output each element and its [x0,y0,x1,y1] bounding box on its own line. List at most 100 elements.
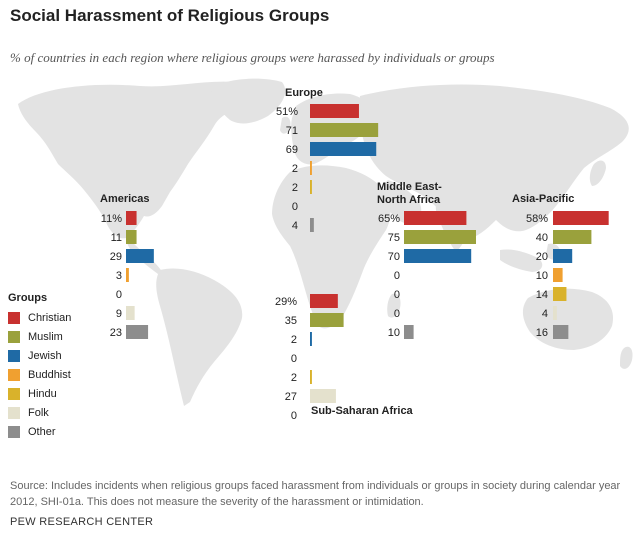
legend-item-other: Other [8,425,56,439]
region-chart-asia-pacific: Asia-Pacific 58% 40 20 10 14 4 16 [512,193,609,339]
bar-jewish [126,249,154,263]
bar-hindu [310,370,312,384]
data-label: 70 [388,251,400,263]
legend-item-christian: Christian [8,311,71,325]
legend-label: Christian [28,312,72,324]
legend-label: Jewish [28,350,62,362]
bar-jewish [404,249,472,263]
bar-christian [126,211,137,225]
data-label: 0 [394,270,400,282]
legend-item-hindu: Hindu [8,387,57,401]
region-title: Americas [100,193,150,205]
data-label: 2 [291,372,297,384]
region-title: Europe [285,87,323,99]
data-label: 2 [292,163,298,175]
bar-folk [310,389,336,403]
data-label: 71 [286,125,298,137]
bar-jewish [553,249,573,263]
region-chart-europe: Europe 51% 71 69 2 2 0 4 [276,87,379,232]
bar-christian [310,294,338,308]
bar-muslim [553,230,592,244]
data-label: 27 [285,391,297,403]
data-label: 2 [291,334,297,346]
data-label: 16 [536,327,548,339]
legend-label: Other [28,426,56,438]
legend-swatch [8,331,20,343]
data-label: 4 [542,308,548,320]
bar-hindu [553,287,567,301]
data-label: 0 [291,410,297,422]
bar-muslim [310,313,344,327]
region-chart-middle-east-north-africa: Middle East-North Africa 65% 75 70 0 0 0 10 [377,181,476,339]
data-label: 4 [292,220,298,232]
data-label: 69 [286,144,298,156]
bar-hindu [310,180,312,194]
data-label: 10 [388,327,400,339]
bar-folk [553,306,557,320]
bar-christian [553,211,609,225]
region-title: Middle East- [377,181,442,193]
chart-subtitle: % of countries in each region where reli… [10,50,495,65]
data-label: 9 [116,308,122,320]
bar-buddhist [553,268,563,282]
legend-swatch [8,350,20,362]
data-label: 10 [536,270,548,282]
legend-item-buddhist: Buddhist [8,368,71,382]
bar-muslim [310,123,379,137]
legend-item-jewish: Jewish [8,349,62,363]
data-label: 40 [536,232,548,244]
legend-swatch [8,426,20,438]
bar-christian [404,211,467,225]
bar-jewish [310,142,377,156]
data-label: 2 [292,182,298,194]
data-label: 29% [275,296,297,308]
data-label: 0 [291,353,297,365]
legend-swatch [8,388,20,400]
region-title: Sub-Saharan Africa [311,405,414,417]
legend-item-folk: Folk [8,406,49,420]
region-title: North Africa [377,194,441,206]
data-label: 20 [536,251,548,263]
data-label: 35 [285,315,297,327]
bar-christian [310,104,359,118]
chart-title: Social Harassment of Religious Groups [10,6,330,25]
data-label: 14 [536,289,548,301]
data-label: 23 [110,327,122,339]
legend-swatch [8,312,20,324]
bar-jewish [310,332,312,346]
legend-item-muslim: Muslim [8,330,63,344]
bar-other [310,218,314,232]
bar-buddhist [310,161,312,175]
region-chart-sub-saharan-africa: Sub-Saharan Africa 29% 35 2 0 2 27 0 [275,294,414,422]
legend-label: Muslim [28,331,63,343]
data-label: 0 [116,289,122,301]
legend-title: Groups [8,292,48,304]
bar-buddhist [126,268,129,282]
region-chart-americas: Americas 11% 11 29 3 0 9 23 [100,193,154,339]
legend-swatch [8,369,20,381]
legend-label: Hindu [28,388,57,400]
legend-label: Buddhist [28,369,71,381]
data-label: 65% [378,213,400,225]
data-label: 75 [388,232,400,244]
bar-muslim [126,230,137,244]
data-label: 29 [110,251,122,263]
bar-folk [126,306,135,320]
bar-other [553,325,569,339]
data-label: 11% [101,213,122,225]
data-label: 0 [292,201,298,213]
regional-bar-charts: Americas11%112930923Europe51%71692204Mid… [100,87,609,422]
data-label: 51% [276,106,298,118]
bar-muslim [404,230,476,244]
region-title: Asia-Pacific [512,193,574,205]
source-note: Source: Includes incidents when religiou… [10,480,621,508]
legend-swatch [8,407,20,419]
bar-other [126,325,149,339]
data-label: 3 [116,270,122,282]
data-label: 0 [394,308,400,320]
legend-label: Folk [28,407,49,419]
brand-footer: PEW RESEARCH CENTER [10,516,154,528]
data-label: 11 [111,232,122,244]
bar-other [404,325,414,339]
data-label: 58% [526,213,548,225]
